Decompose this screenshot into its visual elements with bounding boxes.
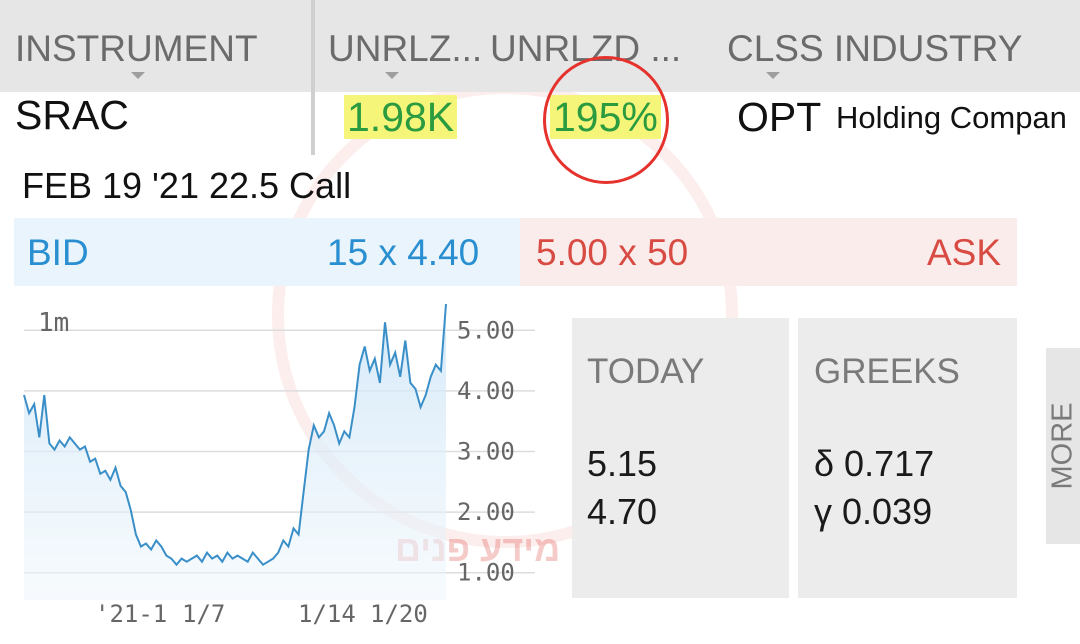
more-tab[interactable] bbox=[1046, 348, 1080, 544]
y-tick-label: 3.00 bbox=[457, 438, 515, 466]
column-header-bar bbox=[0, 0, 1080, 92]
bid-size-price: 15 x 4.40 bbox=[327, 232, 480, 273]
contract-description: FEB 19 '21 22.5 Call bbox=[22, 165, 352, 206]
greeks-card[interactable] bbox=[798, 318, 1017, 598]
x-tick-label: 1/7 bbox=[182, 600, 225, 628]
chart-timeframe-label[interactable]: 1m bbox=[38, 308, 70, 338]
today-low: 4.70 bbox=[587, 491, 658, 532]
x-tick-label: 1/20 bbox=[370, 600, 428, 628]
ask-label: ASK bbox=[927, 232, 1002, 273]
y-tick-label: 4.00 bbox=[457, 377, 515, 405]
x-tick-label: 1/14 bbox=[298, 600, 356, 628]
y-tick-label: 1.00 bbox=[457, 559, 515, 587]
price-chart[interactable]: 5.00 4.00 3.00 2.00 1.00 '21-1 1/7 1/14 1/20 bbox=[0, 290, 560, 644]
annotation-circle bbox=[543, 56, 669, 184]
today-card[interactable] bbox=[572, 318, 789, 598]
sort-caret-icon bbox=[766, 72, 780, 79]
greeks-title: GREEKS bbox=[814, 352, 960, 391]
y-tick-label: 5.00 bbox=[457, 316, 515, 344]
ask-price-size: 5.00 x 50 bbox=[536, 232, 689, 273]
greek-gamma: γ 0.039 bbox=[814, 491, 933, 532]
more-label[interactable]: MORE bbox=[1046, 402, 1079, 490]
frozen-column-divider bbox=[311, 0, 315, 155]
bid-label: BID bbox=[27, 232, 89, 273]
security-class: OPT bbox=[737, 94, 822, 140]
col-header-instrument[interactable]: INSTRUMENT bbox=[15, 28, 258, 69]
unrealized-pnl-value: 1.98K bbox=[344, 95, 458, 139]
instrument-symbol[interactable]: SRAC bbox=[15, 92, 129, 138]
sort-caret-icon bbox=[385, 72, 399, 79]
today-title: TODAY bbox=[587, 352, 705, 391]
price-area bbox=[24, 304, 446, 600]
sort-caret-icon bbox=[131, 72, 145, 79]
today-high: 5.15 bbox=[587, 443, 658, 484]
industry-label: Holding Compan bbox=[836, 100, 1067, 135]
greek-delta: δ 0.717 bbox=[814, 443, 935, 484]
y-tick-label: 2.00 bbox=[457, 498, 515, 526]
price-line bbox=[23, 304, 447, 567]
x-tick-label: '21-1 bbox=[95, 600, 167, 628]
col-header-class-industry[interactable]: CLSS INDUSTRY bbox=[727, 28, 1023, 69]
ask-bar[interactable] bbox=[520, 218, 1017, 286]
col-header-unrealized[interactable]: UNRLZ... bbox=[328, 28, 483, 69]
bid-bar[interactable] bbox=[14, 218, 520, 286]
